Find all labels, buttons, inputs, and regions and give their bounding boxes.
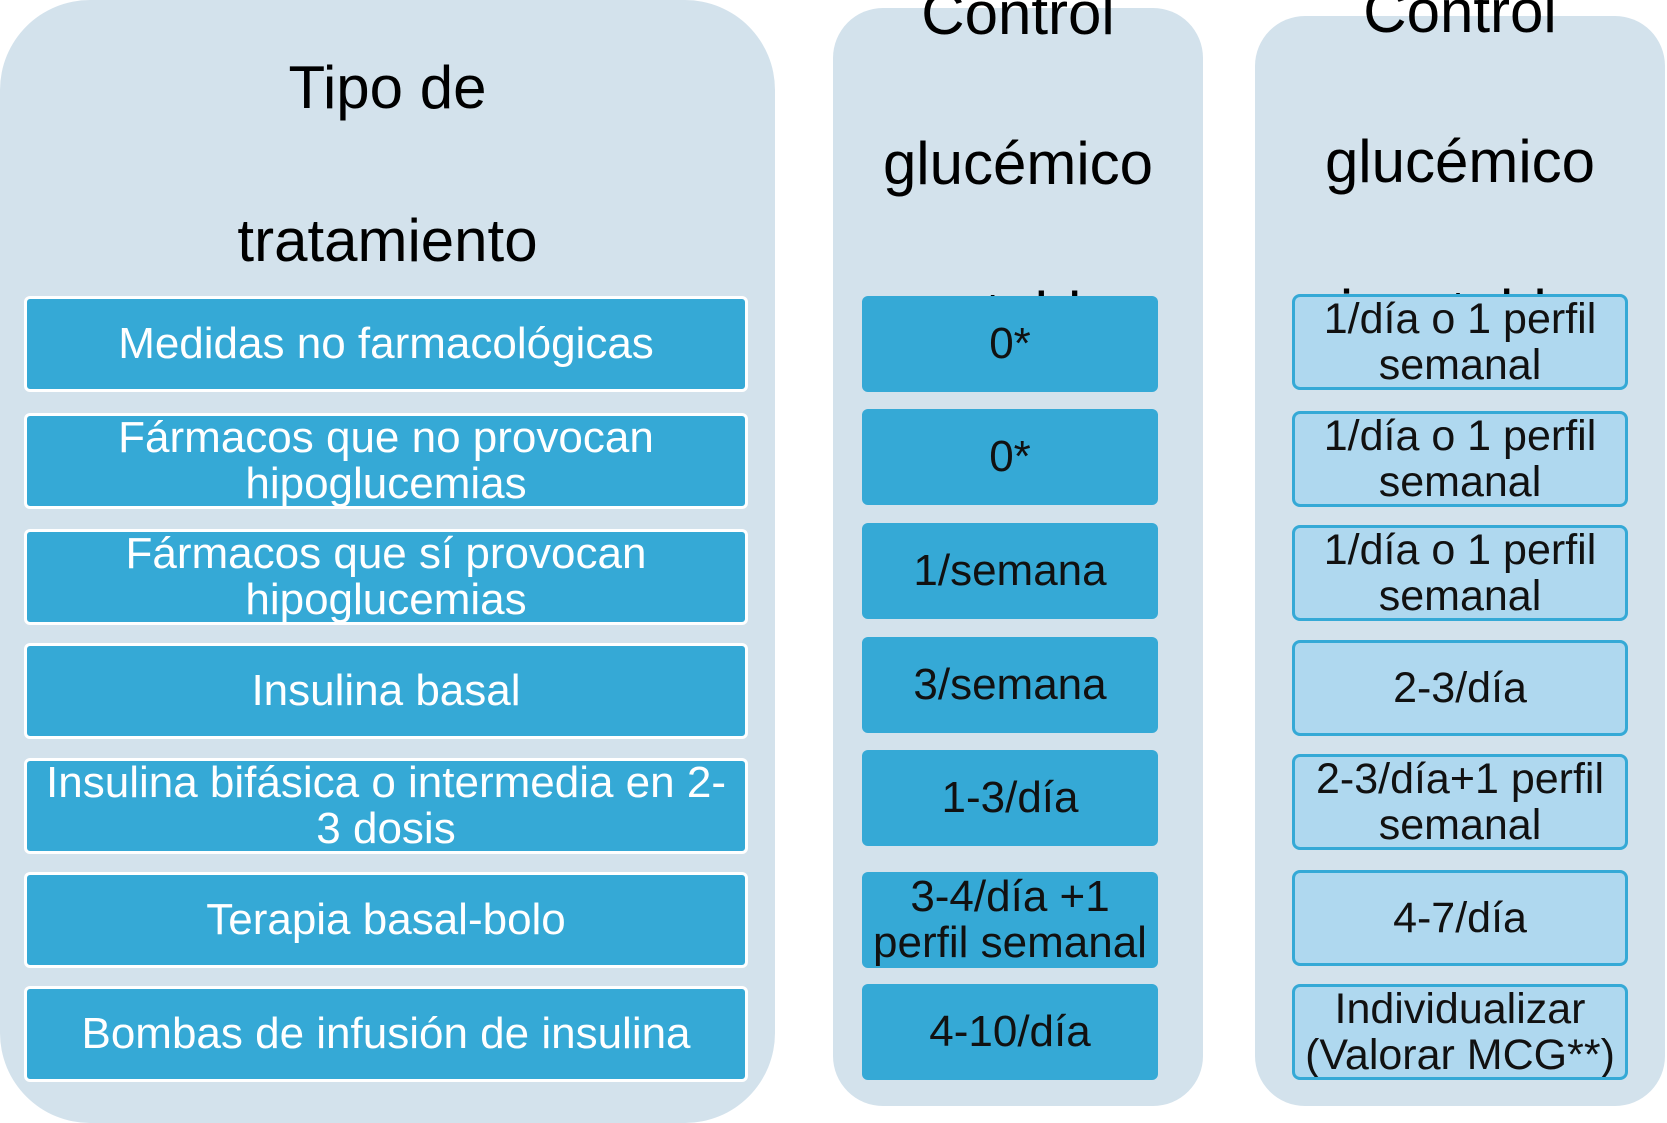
stable-cell: 3-4/día +1 perfil semanal xyxy=(862,872,1158,968)
stable-cell-text: 0* xyxy=(989,318,1031,368)
treatment-cell: Insulina basal xyxy=(24,643,748,739)
treatment-header: Tipo de tratamiento xyxy=(0,54,775,275)
treatment-cell-text: Insulina basal xyxy=(251,665,521,715)
unstable-cell: 1/día o 1 perfil semanal xyxy=(1292,525,1628,621)
treatment-header-line-2: tratamiento xyxy=(237,207,538,275)
treatment-cell-text: Bombas de infusión de insulina xyxy=(81,1008,691,1058)
treatment-header-line-1: Tipo de xyxy=(288,53,487,121)
treatment-cell: Medidas no farmacológicas xyxy=(24,296,748,392)
treatment-cell-text: Fármacos que sí provocan hipoglucemias xyxy=(125,529,647,624)
stable-cell-text: 3/semana xyxy=(913,659,1107,709)
unstable-cell: 4-7/día xyxy=(1292,870,1628,966)
treatment-column: Tipo de tratamiento Medidas no farmacoló… xyxy=(0,0,775,1123)
stable-cell-text: 1/semana xyxy=(913,545,1107,595)
treatment-cell: Fármacos que no provocan hipoglucemias xyxy=(24,413,748,509)
unstable-cell: 1/día o 1 perfil semanal xyxy=(1292,294,1628,390)
stable-header: Control glucémico estable xyxy=(833,0,1203,347)
stable-cell: 0* xyxy=(862,296,1158,392)
treatment-cell-text: Terapia basal-bolo xyxy=(206,894,566,944)
unstable-header-line-2: glucémico xyxy=(1324,127,1596,195)
unstable-cell-text: 1/día o 1 perfil semanal xyxy=(1323,411,1597,506)
unstable-cell-text: 2-3/día+1 perfil semanal xyxy=(1315,754,1605,849)
stable-header-line-2: glucémico xyxy=(882,129,1154,197)
unstable-cell: 2-3/día+1 perfil semanal xyxy=(1292,754,1628,850)
stable-cell-text: 3-4/día +1 perfil semanal xyxy=(873,872,1147,967)
treatment-cell: Terapia basal-bolo xyxy=(24,872,748,968)
treatment-cell: Insulina bifásica o intermedia en 2-3 do… xyxy=(24,758,748,854)
unstable-cell: 1/día o 1 perfil semanal xyxy=(1292,411,1628,507)
stable-cell: 1/semana xyxy=(862,523,1158,619)
treatment-cell-text: Insulina bifásica o intermedia en 2-3 do… xyxy=(46,758,726,853)
stable-cell: 3/semana xyxy=(862,637,1158,733)
treatment-cell: Bombas de infusión de insulina xyxy=(24,986,748,1082)
unstable-header: Control glucémico inestable xyxy=(1255,0,1665,345)
unstable-cell-text: 1/día o 1 perfil semanal xyxy=(1323,294,1597,389)
unstable-cell: Individualizar (Valorar MCG**) xyxy=(1292,984,1628,1080)
unstable-cell-text: Individualizar (Valorar MCG**) xyxy=(1305,984,1615,1079)
stable-cell: 4-10/día xyxy=(862,984,1158,1080)
treatment-cell: Fármacos que sí provocan hipoglucemias xyxy=(24,529,748,625)
stable-cell: 0* xyxy=(862,409,1158,505)
stable-cell: 1-3/día xyxy=(862,750,1158,846)
unstable-cell: 2-3/día xyxy=(1292,640,1628,736)
unstable-cell-text: 4-7/día xyxy=(1393,893,1527,942)
unstable-cell-text: 1/día o 1 perfil semanal xyxy=(1323,525,1597,620)
unstable-header-line-1: Control xyxy=(1363,0,1557,45)
stable-header-line-1: Control xyxy=(921,0,1115,47)
unstable-cell-text: 2-3/día xyxy=(1393,663,1527,712)
treatment-cell-text: Medidas no farmacológicas xyxy=(118,318,654,368)
stable-cell-text: 0* xyxy=(989,431,1031,481)
unstable-column: Control glucémico inestable 1/día o 1 pe… xyxy=(1255,0,1665,1106)
stable-cell-text: 4-10/día xyxy=(929,1006,1091,1056)
stable-column: Control glucémico estable 0* 0* 1/semana… xyxy=(833,0,1203,1106)
stable-cell-text: 1-3/día xyxy=(941,772,1079,822)
treatment-cell-text: Fármacos que no provocan hipoglucemias xyxy=(118,413,654,508)
